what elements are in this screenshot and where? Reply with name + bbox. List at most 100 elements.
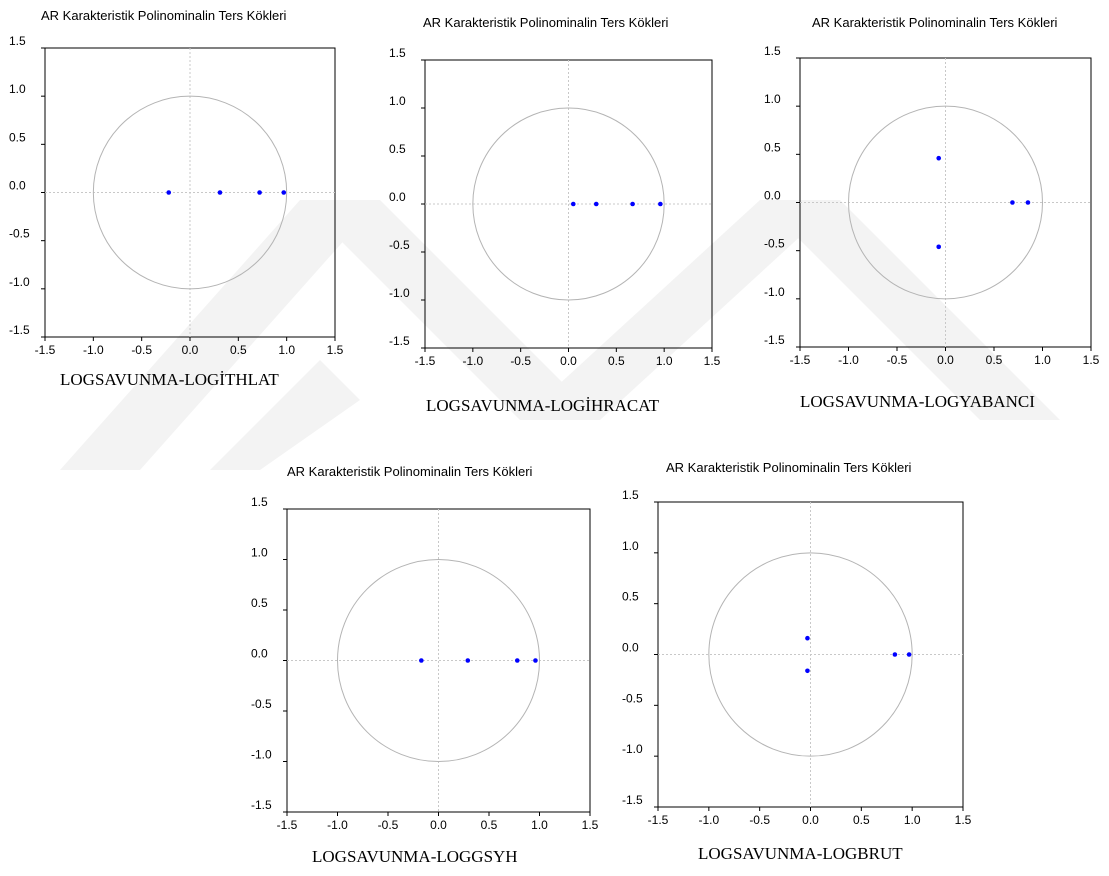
root-point bbox=[805, 668, 810, 674]
unit-circle bbox=[92, 95, 288, 290]
chart-title: AR Karakteristik Polinominalin Ters Kökl… bbox=[812, 15, 1058, 30]
y-tick-label: -0.5 bbox=[389, 238, 410, 252]
root-point bbox=[570, 201, 576, 207]
y-tick-label: -1.0 bbox=[9, 275, 30, 289]
y-tick-label: 0.0 bbox=[764, 189, 781, 203]
x-tick-label: 0.5 bbox=[853, 813, 870, 827]
root-point bbox=[805, 635, 810, 641]
y-tick-label: 1.5 bbox=[9, 34, 26, 48]
y-tick-label: -1.5 bbox=[389, 334, 410, 348]
root-point bbox=[514, 658, 520, 663]
x-tick-label: -0.5 bbox=[131, 343, 152, 357]
x-tick-label: 1.0 bbox=[904, 813, 921, 827]
x-tick-label: 1.5 bbox=[1083, 353, 1100, 367]
y-tick-label: 0.0 bbox=[389, 190, 406, 204]
unit-circle bbox=[337, 559, 540, 762]
root-point bbox=[533, 658, 538, 663]
y-tick-label: 0.0 bbox=[9, 179, 26, 193]
y-tick-label: 1.5 bbox=[251, 495, 268, 509]
chart-plot: -1.5 -1.0 -0.5 0.0 0.5 1.0 1.5 1.5 1.0 0.5 0.0 -0.5… bbox=[764, 44, 1100, 367]
x-tick-label: -1.0 bbox=[698, 813, 719, 827]
chart-title: AR Karakteristik Polinominalin Ters Kökl… bbox=[287, 464, 533, 479]
root-point bbox=[166, 190, 172, 195]
y-tick-label: 1.0 bbox=[9, 82, 26, 96]
x-tick-label: -0.5 bbox=[887, 353, 908, 367]
y-tick-label: 1.0 bbox=[764, 92, 781, 106]
y-tick-label: -0.5 bbox=[9, 227, 30, 241]
y-tick-label: -1.5 bbox=[9, 323, 30, 337]
root-point bbox=[419, 658, 424, 663]
root-point bbox=[217, 190, 223, 195]
chart-caption: LOGSAVUNMA-LOGİHRACAT bbox=[426, 396, 659, 415]
y-tick-label: 1.5 bbox=[764, 44, 781, 58]
unit-circle bbox=[708, 552, 913, 757]
x-tick-label: -1.5 bbox=[648, 813, 669, 827]
root-point bbox=[658, 201, 663, 207]
x-tick-label: -1.5 bbox=[415, 354, 436, 368]
chart-caption: LOGSAVUNMA-LOGİTHLAT bbox=[60, 370, 279, 389]
chart-title: AR Karakteristik Polinominalin Ters Kökl… bbox=[423, 15, 669, 30]
y-tick-label: -1.5 bbox=[251, 798, 272, 812]
x-tick-label: 1.5 bbox=[704, 354, 721, 368]
x-tick-label: -0.5 bbox=[749, 813, 770, 827]
x-tick-label: -1.0 bbox=[327, 818, 348, 832]
x-tick-label: 0.0 bbox=[937, 353, 954, 367]
y-tick-label: 0.5 bbox=[389, 142, 406, 156]
chart-caption: LOGSAVUNMA-LOGBRUT bbox=[698, 844, 903, 863]
y-tick-label: -1.0 bbox=[622, 742, 643, 756]
root-point bbox=[892, 652, 898, 657]
chart-plot: -1.5 -1.0 -0.5 0.0 0.5 1.0 1.5 1.5 1.0 0.5 0.0 -0.5… bbox=[9, 34, 344, 357]
root-point bbox=[465, 658, 471, 663]
root-point bbox=[257, 190, 262, 195]
y-tick-label: 0.5 bbox=[622, 590, 639, 604]
x-tick-label: -0.5 bbox=[378, 818, 399, 832]
chart-caption: LOGSAVUNMA-LOGYABANCI bbox=[800, 392, 1035, 411]
unit-circle bbox=[848, 105, 1043, 300]
x-tick-label: 0.0 bbox=[560, 354, 577, 368]
x-tick-label: 0.5 bbox=[481, 818, 498, 832]
x-tick-label: 0.5 bbox=[230, 343, 247, 357]
x-tick-label: 1.5 bbox=[582, 818, 599, 832]
root-point bbox=[1010, 200, 1015, 205]
root-point bbox=[906, 652, 912, 657]
y-tick-label: -0.5 bbox=[622, 691, 643, 705]
x-tick-label: 0.0 bbox=[802, 813, 819, 827]
y-tick-label: -0.5 bbox=[251, 697, 272, 711]
chart-plot: -1.5 -1.0 -0.5 0.0 0.5 1.0 1.5 1.5 1.0 0.5 0.0 -0.5… bbox=[251, 495, 599, 832]
root-point bbox=[936, 244, 942, 250]
y-tick-label: 1.0 bbox=[251, 546, 268, 560]
chart-plot: -1.5 -1.0 -0.5 0.0 0.5 1.0 1.5 1.5 1.0 0.5 0.0 -0.5… bbox=[389, 46, 721, 368]
root-point bbox=[1025, 200, 1031, 205]
y-tick-label: -1.0 bbox=[251, 748, 272, 762]
y-tick-label: 1.5 bbox=[622, 488, 639, 502]
y-tick-label: 0.5 bbox=[251, 596, 268, 610]
x-tick-label: 0.0 bbox=[182, 343, 199, 357]
x-tick-label: 1.0 bbox=[1034, 353, 1051, 367]
y-tick-label: 0.0 bbox=[622, 641, 639, 655]
y-tick-label: 1.0 bbox=[622, 539, 639, 553]
x-tick-label: -1.0 bbox=[83, 343, 104, 357]
root-point bbox=[936, 155, 942, 161]
root-point bbox=[281, 190, 287, 195]
x-tick-label: 1.0 bbox=[531, 818, 548, 832]
y-tick-label: -0.5 bbox=[764, 237, 785, 251]
x-tick-label: 1.5 bbox=[327, 343, 344, 357]
chart-caption: LOGSAVUNMA-LOGGSYH bbox=[312, 847, 518, 866]
chart-title: AR Karakteristik Polinominalin Ters Kökl… bbox=[41, 8, 287, 23]
x-tick-label: 1.0 bbox=[278, 343, 295, 357]
y-tick-label: -1.0 bbox=[389, 286, 410, 300]
x-tick-label: 1.5 bbox=[955, 813, 972, 827]
x-tick-label: -1.5 bbox=[790, 353, 811, 367]
x-tick-label: -0.5 bbox=[510, 354, 531, 368]
chart-plot: -1.5 -1.0 -0.5 0.0 0.5 1.0 1.5 1.5 1.0 0.5 0.0 -0.5… bbox=[622, 488, 972, 827]
y-tick-label: -1.5 bbox=[622, 793, 643, 807]
unit-circle bbox=[472, 107, 665, 301]
y-tick-label: 1.0 bbox=[389, 94, 406, 108]
y-tick-label: 0.0 bbox=[251, 647, 268, 661]
y-tick-label: 1.5 bbox=[389, 46, 406, 60]
x-tick-label: -1.5 bbox=[35, 343, 56, 357]
chart-title: AR Karakteristik Polinominalin Ters Kökl… bbox=[666, 460, 912, 475]
x-tick-label: 0.0 bbox=[430, 818, 447, 832]
y-tick-label: -1.0 bbox=[764, 285, 785, 299]
x-tick-label: 1.0 bbox=[656, 354, 673, 368]
